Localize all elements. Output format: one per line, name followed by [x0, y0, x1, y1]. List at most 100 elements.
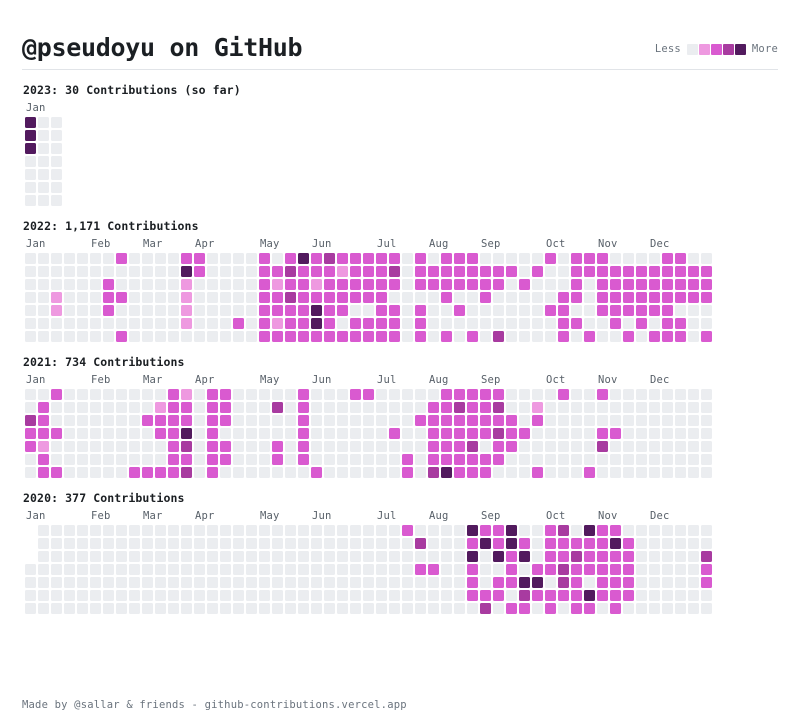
day-cell-level-2[interactable]	[441, 331, 452, 342]
day-cell-level-2[interactable]	[623, 538, 634, 549]
day-cell-level-2[interactable]	[103, 305, 114, 316]
day-cell-level-2[interactable]	[298, 266, 309, 277]
day-cell-level-0[interactable]	[51, 603, 62, 614]
day-cell-level-0[interactable]	[90, 454, 101, 465]
day-cell-level-0[interactable]	[519, 266, 530, 277]
day-cell-level-2[interactable]	[285, 318, 296, 329]
day-cell-level-0[interactable]	[532, 389, 543, 400]
day-cell-level-2[interactable]	[610, 577, 621, 588]
day-cell-level-0[interactable]	[519, 564, 530, 575]
day-cell-level-0[interactable]	[402, 551, 413, 562]
day-cell-level-2[interactable]	[389, 279, 400, 290]
day-cell-level-0[interactable]	[168, 590, 179, 601]
day-cell-level-0[interactable]	[155, 551, 166, 562]
day-cell-level-2[interactable]	[610, 266, 621, 277]
day-cell-level-0[interactable]	[454, 331, 465, 342]
day-cell-level-0[interactable]	[480, 564, 491, 575]
day-cell-level-2[interactable]	[51, 428, 62, 439]
day-cell-level-2[interactable]	[571, 577, 582, 588]
day-cell-level-0[interactable]	[77, 428, 88, 439]
day-cell-level-0[interactable]	[129, 551, 140, 562]
day-cell-level-0[interactable]	[402, 402, 413, 413]
day-cell-level-2[interactable]	[493, 525, 504, 536]
day-cell-level-0[interactable]	[38, 292, 49, 303]
day-cell-level-0[interactable]	[701, 603, 712, 614]
day-cell-level-0[interactable]	[285, 454, 296, 465]
day-cell-level-2[interactable]	[623, 279, 634, 290]
day-cell-level-2[interactable]	[376, 266, 387, 277]
day-cell-level-0[interactable]	[51, 441, 62, 452]
day-cell-level-2[interactable]	[428, 402, 439, 413]
day-cell-level-2[interactable]	[467, 389, 478, 400]
day-cell-level-0[interactable]	[194, 279, 205, 290]
day-cell-level-0[interactable]	[480, 305, 491, 316]
day-cell-level-0[interactable]	[77, 389, 88, 400]
day-cell-level-2[interactable]	[688, 266, 699, 277]
day-cell-level-0[interactable]	[64, 253, 75, 264]
day-cell-level-0[interactable]	[610, 402, 621, 413]
day-cell-level-0[interactable]	[519, 318, 530, 329]
day-cell-level-0[interactable]	[64, 279, 75, 290]
day-cell-level-2[interactable]	[51, 389, 62, 400]
day-cell-level-0[interactable]	[363, 402, 374, 413]
day-cell-level-0[interactable]	[441, 551, 452, 562]
day-cell-level-0[interactable]	[415, 525, 426, 536]
day-cell-level-2[interactable]	[454, 441, 465, 452]
day-cell-level-0[interactable]	[649, 415, 660, 426]
day-cell-level-2[interactable]	[389, 331, 400, 342]
day-cell-level-2[interactable]	[480, 454, 491, 465]
day-cell-level-2[interactable]	[571, 538, 582, 549]
day-cell-level-0[interactable]	[90, 389, 101, 400]
day-cell-level-0[interactable]	[129, 603, 140, 614]
day-cell-level-2[interactable]	[415, 279, 426, 290]
day-cell-level-0[interactable]	[272, 389, 283, 400]
day-cell-level-0[interactable]	[64, 389, 75, 400]
day-cell-level-0[interactable]	[64, 577, 75, 588]
day-cell-level-0[interactable]	[519, 305, 530, 316]
day-cell-level-0[interactable]	[194, 292, 205, 303]
day-cell-level-2[interactable]	[441, 428, 452, 439]
day-cell-level-2[interactable]	[675, 266, 686, 277]
day-cell-level-0[interactable]	[415, 441, 426, 452]
day-cell-level-0[interactable]	[25, 279, 36, 290]
day-cell-level-0[interactable]	[623, 525, 634, 536]
day-cell-level-0[interactable]	[142, 292, 153, 303]
day-cell-level-2[interactable]	[558, 551, 569, 562]
day-cell-level-2[interactable]	[662, 253, 673, 264]
day-cell-level-3[interactable]	[25, 415, 36, 426]
day-cell-level-0[interactable]	[519, 441, 530, 452]
day-cell-level-0[interactable]	[194, 428, 205, 439]
day-cell-level-0[interactable]	[610, 389, 621, 400]
day-cell-level-0[interactable]	[402, 305, 413, 316]
day-cell-level-0[interactable]	[51, 266, 62, 277]
day-cell-level-0[interactable]	[428, 305, 439, 316]
day-cell-level-0[interactable]	[701, 415, 712, 426]
day-cell-level-2[interactable]	[207, 428, 218, 439]
day-cell-level-0[interactable]	[376, 389, 387, 400]
day-cell-level-0[interactable]	[441, 577, 452, 588]
day-cell-level-0[interactable]	[597, 415, 608, 426]
day-cell-level-0[interactable]	[38, 156, 49, 167]
day-cell-level-0[interactable]	[311, 389, 322, 400]
day-cell-level-0[interactable]	[51, 525, 62, 536]
day-cell-level-0[interactable]	[584, 292, 595, 303]
day-cell-level-2[interactable]	[350, 253, 361, 264]
day-cell-level-0[interactable]	[233, 428, 244, 439]
day-cell-level-0[interactable]	[181, 577, 192, 588]
day-cell-level-2[interactable]	[38, 428, 49, 439]
day-cell-level-0[interactable]	[688, 389, 699, 400]
day-cell-level-0[interactable]	[584, 577, 595, 588]
day-cell-level-0[interactable]	[610, 253, 621, 264]
day-cell-level-0[interactable]	[350, 415, 361, 426]
day-cell-level-0[interactable]	[272, 590, 283, 601]
day-cell-level-2[interactable]	[506, 428, 517, 439]
day-cell-level-4[interactable]	[25, 130, 36, 141]
day-cell-level-2[interactable]	[532, 564, 543, 575]
day-cell-level-0[interactable]	[51, 169, 62, 180]
day-cell-level-2[interactable]	[584, 564, 595, 575]
day-cell-level-2[interactable]	[545, 305, 556, 316]
day-cell-level-0[interactable]	[311, 577, 322, 588]
day-cell-level-0[interactable]	[233, 441, 244, 452]
day-cell-level-0[interactable]	[324, 525, 335, 536]
day-cell-level-2[interactable]	[298, 415, 309, 426]
